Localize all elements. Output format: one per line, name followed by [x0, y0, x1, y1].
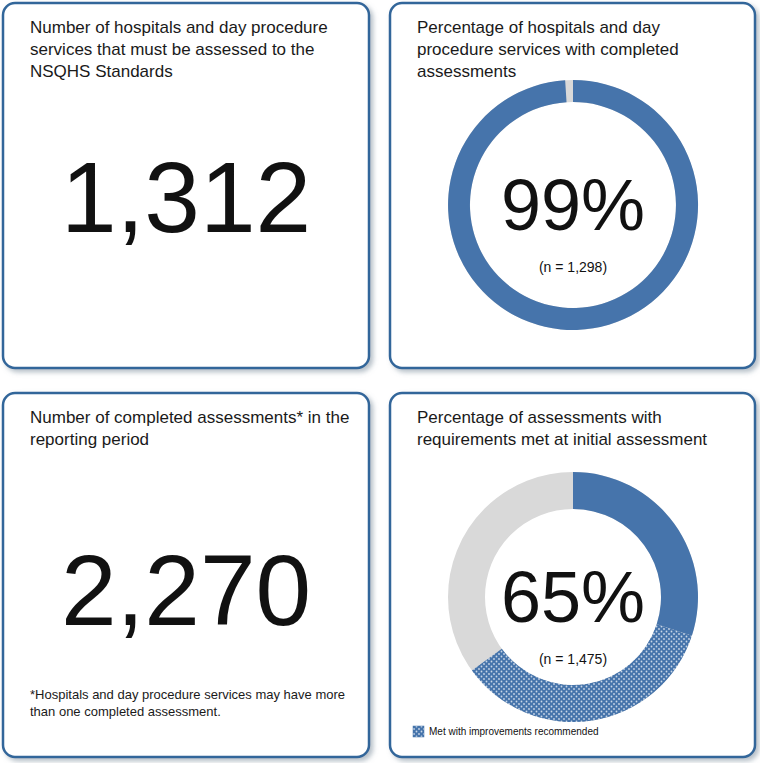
panel-title: Percentage of hospitals and day procedure… [417, 18, 679, 81]
footnote-line: *Hospitals and day procedure services ma… [30, 687, 345, 702]
panel-title-line: Percentage of assessments with [417, 408, 662, 427]
panel-title: Number of hospitals and day procedure ser… [30, 18, 328, 81]
panel-title-line: NSQHS Standards [30, 62, 173, 81]
legend-swatch [413, 726, 424, 737]
panel-frame [390, 393, 755, 757]
panel-title-line: requirements met at initial assessment [417, 430, 707, 449]
panel-donut: Percentage of hospitals and day procedure… [390, 3, 755, 368]
donut-n: (n = 1,298) [539, 259, 607, 275]
kpi-value: 2,270 [61, 534, 311, 646]
donut-segment [448, 80, 698, 330]
panel-title-line: Percentage of hospitals and day [417, 18, 660, 37]
panel-number: Number of hospitals and day procedure ser… [3, 3, 369, 368]
legend-label: Met with improvements recommended [429, 726, 599, 737]
panel-title: Number of completed assessments* in the r… [30, 408, 349, 449]
donut-center-label: 99% [501, 165, 645, 245]
panel-title-line: assessments [417, 62, 516, 81]
panel-title-line: Number of completed assessments* in the [30, 408, 349, 427]
footnote-line: than one completed assessment. [30, 704, 221, 719]
panel-frame [3, 3, 369, 368]
panel-frame [390, 3, 755, 368]
panel-title-line: Number of hospitals and day procedure [30, 18, 328, 37]
donut-arcs [448, 80, 698, 330]
infographic: Number of hospitals and day procedure ser… [0, 0, 760, 763]
donut-n: (n = 1,475) [539, 651, 607, 667]
panel-frame [3, 393, 369, 757]
donut-arcs [472, 472, 698, 722]
donut-center-label: 65% [501, 557, 645, 637]
donut-segment [472, 624, 692, 722]
panel-title-line: reporting period [30, 430, 149, 449]
panel-number: Number of completed assessments* in the r… [3, 393, 369, 757]
panel-title-line: procedure services with completed [417, 40, 679, 59]
panel-title-line: services that must be assessed to the [30, 40, 314, 59]
kpi-value: 1,312 [61, 141, 311, 253]
panel-donut: Percentage of assessments with requiremen… [390, 393, 755, 757]
footnote: *Hospitals and day procedure services ma… [30, 687, 345, 719]
panel-title: Percentage of assessments with requiremen… [417, 408, 707, 449]
